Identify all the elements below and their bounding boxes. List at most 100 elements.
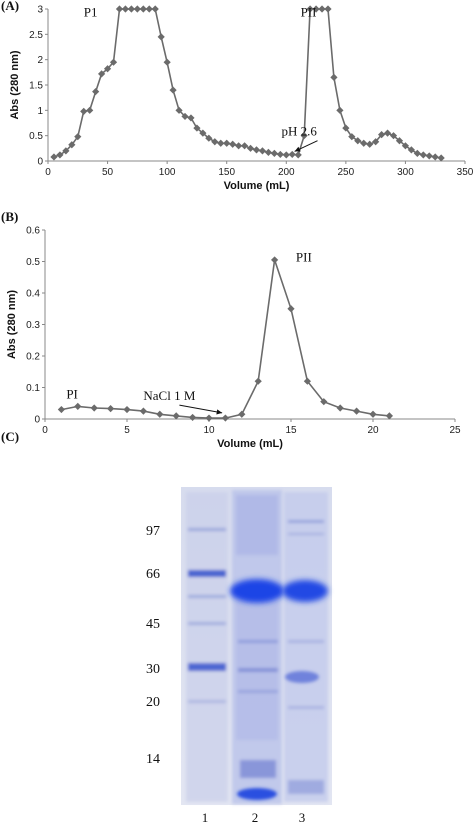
chartA-data-point <box>139 5 147 13</box>
chartA-annotation: pH 2.6 <box>282 124 318 139</box>
chart-a-tick-labels: 0 0.5 1 1.5 2 2.5 3 0 50 100 150 200 250 300 350 <box>29 5 474 179</box>
chartB-x-tick-label: 20 <box>367 425 379 436</box>
chartA-data-point <box>98 70 106 78</box>
chartA-data-point <box>366 140 374 148</box>
chartB-x-tick-label: 25 <box>449 425 461 436</box>
gel-lane-3-minor-band <box>285 671 319 683</box>
chartA-y-tick-label: 0.5 <box>29 131 43 142</box>
gel-lane-1 <box>186 492 228 802</box>
chart-b-annotations: PI PII NaCl 1 M <box>66 250 312 415</box>
chartB-data-point <box>287 305 295 313</box>
chartA-data-point <box>294 151 302 159</box>
chartA-data-point <box>431 153 439 161</box>
chartB-data-point <box>271 256 279 264</box>
chartA-data-point <box>252 146 261 154</box>
chartA-data-point <box>187 114 195 122</box>
chartA-y-tick-label: 2.5 <box>29 30 43 41</box>
chartB-y-tick-label: 0.6 <box>26 226 40 237</box>
chartA-data-point <box>270 149 278 157</box>
chartA-data-point <box>56 151 64 159</box>
chartA-data-point <box>175 106 183 114</box>
chart-b: 0 0.1 0.2 0.3 0.4 0.5 0.6 0 5 10 15 20 25 Volume (mL… <box>6 226 461 451</box>
chartA-data-point <box>246 144 255 152</box>
mw-marker-20: 20 <box>146 695 160 710</box>
chartA-data-point <box>354 137 362 145</box>
chartA-data-point <box>92 87 100 96</box>
mw-marker-30: 30 <box>146 662 160 677</box>
chart-b-tick-labels: 0 0.1 0.2 0.3 0.4 0.5 0.6 0 5 10 15 20 25 <box>26 226 461 437</box>
chartB-y-tick-label: 0.5 <box>26 257 40 268</box>
gel-lane-3 <box>284 492 328 802</box>
chartA-x-tick-label: 350 <box>457 167 474 178</box>
chartB-data-point <box>172 412 180 420</box>
chartA-data-point <box>360 139 368 147</box>
chartB-data-point <box>107 405 115 413</box>
chartA-x-tick-label: 300 <box>397 167 414 178</box>
chart-a-x-axis-label: Volume (mL) <box>224 180 290 192</box>
chartA-data-point <box>133 5 141 13</box>
chartA-data-point <box>163 58 171 66</box>
chartB-annotation: PII <box>296 250 312 265</box>
chartA-data-point <box>229 140 237 148</box>
chart-b-y-axis-label: Abs (280 nm) <box>6 290 18 359</box>
chartA-data-point <box>300 132 308 140</box>
chartB-data-point <box>189 413 197 422</box>
chartA-x-tick-label: 250 <box>338 167 355 178</box>
chartA-data-point <box>336 106 344 114</box>
chart-a-axes <box>45 8 466 164</box>
chartB-annotation: NaCl 1 M <box>143 388 195 403</box>
chartA-data-point <box>318 5 326 13</box>
chart-a-series <box>50 5 445 162</box>
chartB-x-tick-label: 10 <box>203 425 215 436</box>
chart-b-series <box>57 256 393 422</box>
chartB-y-tick-label: 0.3 <box>26 320 40 331</box>
chart-a: 0 0.5 1 1.5 2 2.5 3 0 50 100 150 200 250 300 350 Volum… <box>9 5 474 193</box>
gel-lane-2-major-band <box>230 579 284 603</box>
gel-lane-2-front-band <box>237 788 277 800</box>
chartA-data-point <box>258 147 267 155</box>
chartA-data-point <box>157 33 165 41</box>
chartA-data-point <box>348 133 356 141</box>
panel-label-c: (C) <box>1 429 19 444</box>
chartA-y-tick-label: 0 <box>37 157 43 168</box>
chartA-data-point <box>437 154 445 162</box>
chartB-x-tick-label: 0 <box>42 425 48 436</box>
chartA-data-point <box>389 132 398 140</box>
chartA-data-point <box>205 134 213 142</box>
chartB-y-tick-label: 0.4 <box>26 289 40 300</box>
chartA-x-tick-label: 50 <box>102 167 114 178</box>
chartB-data-point <box>303 377 311 385</box>
chartA-data-point <box>121 5 130 13</box>
chartB-y-tick-label: 0.2 <box>26 352 40 363</box>
chartA-data-point <box>288 150 296 159</box>
chartB-x-tick-label: 5 <box>124 425 130 436</box>
chartA-data-point <box>86 106 94 114</box>
chartA-x-tick-label: 100 <box>159 167 176 178</box>
chartA-data-point <box>68 141 76 149</box>
chartA-annotation: PII <box>301 5 317 20</box>
chartA-data-point <box>199 129 207 137</box>
chartA-data-point <box>401 142 410 150</box>
chartA-x-tick-label: 0 <box>45 167 51 178</box>
chartA-data-point <box>235 142 243 150</box>
chartB-data-point <box>123 405 131 414</box>
gel-image <box>181 487 332 805</box>
chart-a-annotations: P1 PII pH 2.6 <box>84 5 318 152</box>
panel-label-a: (A) <box>1 0 19 13</box>
lane-label-2: 2 <box>252 810 259 825</box>
chartB-y-tick-label: 0.1 <box>26 383 40 394</box>
chartA-data-point <box>372 138 380 146</box>
chartA-x-tick-label: 150 <box>218 167 235 178</box>
chartA-y-tick-label: 3 <box>37 5 43 16</box>
chartA-annotation-arrowhead <box>294 146 301 152</box>
chartA-data-point <box>413 149 421 157</box>
panel-label-b: (B) <box>1 209 18 224</box>
chartA-y-tick-label: 1.5 <box>29 81 43 92</box>
chartA-data-point <box>223 139 231 147</box>
chartA-data-point <box>240 142 249 150</box>
chartB-x-tick-label: 15 <box>285 425 297 436</box>
chart-b-axes <box>42 229 456 422</box>
chartA-data-point <box>378 131 386 139</box>
chartB-data-point <box>320 398 328 406</box>
chart-a-y-axis-label: Abs (280 nm) <box>9 50 21 119</box>
